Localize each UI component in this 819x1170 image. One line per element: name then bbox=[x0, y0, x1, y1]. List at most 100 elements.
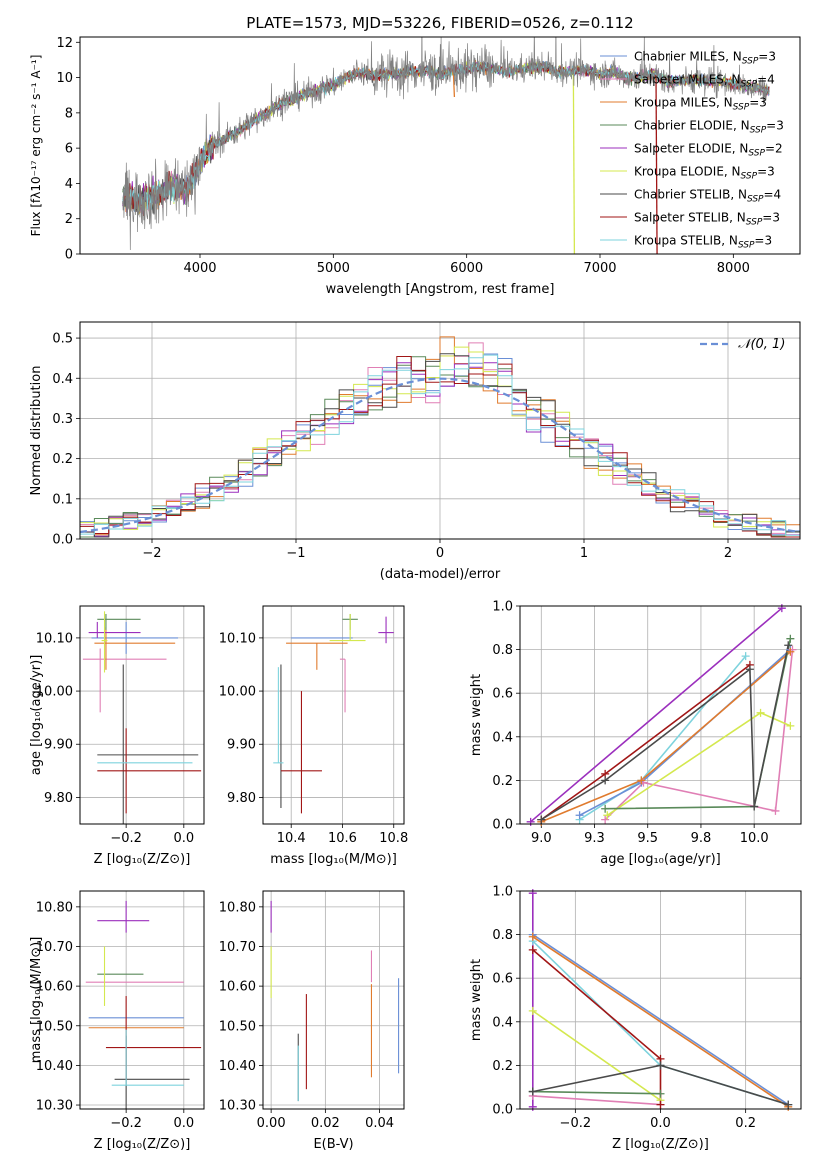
tick-label-y: 0.2 bbox=[492, 1059, 513, 1074]
tick-label-y: 0.4 bbox=[52, 372, 73, 387]
weight-marker-chabrier_miles bbox=[575, 811, 584, 820]
legend-entry-normal: 𝒩(0, 1) bbox=[738, 337, 785, 352]
tick-label-x: 1 bbox=[580, 546, 588, 561]
tick-label-x: 2 bbox=[724, 546, 732, 561]
tick-label-y: 0.8 bbox=[492, 928, 513, 943]
weight-line-chabrier_miles bbox=[532, 933, 789, 1106]
plot-area bbox=[270, 900, 400, 1102]
tick-label-y: 12 bbox=[56, 36, 73, 51]
axis-label-y: age [log₁₀(age/yr)] bbox=[29, 655, 44, 776]
tick-label-y: 10.00 bbox=[219, 685, 256, 700]
tick-label-x: 0.00 bbox=[257, 1116, 286, 1131]
tick-label-x: 10.8 bbox=[379, 831, 408, 846]
weight-marker-chabrier_stelib bbox=[745, 665, 754, 674]
tick-label-y: 9.90 bbox=[227, 738, 256, 753]
weight-marker-chabrier_stelib bbox=[750, 802, 759, 811]
legend-entry-chabrier_stelib: Chabrier STELIB, NSSP=4 bbox=[634, 188, 781, 205]
axis-label-x: (data-model)/error bbox=[380, 567, 501, 582]
weight-marker-kroupa_elodie bbox=[786, 721, 795, 730]
axes-frame bbox=[519, 890, 802, 1110]
panel-residual_histogram: −2 −1 0 1 2 0.0 0.1 0.2 0.3 0.4 0.5 (data-model)/er… bbox=[29, 321, 801, 582]
tick-label-y: 0.4 bbox=[492, 730, 513, 745]
weight-line-salpeter_stelib bbox=[540, 664, 751, 821]
tick-label-y: 1.0 bbox=[492, 600, 513, 615]
tick-label-y: 10.70 bbox=[219, 940, 256, 955]
tick-label-x: 0.0 bbox=[173, 1116, 194, 1131]
tick-label-y: 10.80 bbox=[36, 900, 73, 915]
tick-label-y: 0.0 bbox=[492, 818, 513, 833]
legend-entry-kroupa_stelib: Kroupa STELIB, NSSP=3 bbox=[634, 234, 772, 251]
tick-label-y: 1.0 bbox=[492, 885, 513, 900]
tick-label-y: 10.70 bbox=[36, 940, 73, 955]
tick-label-y: 0 bbox=[65, 248, 73, 263]
axis-label-x: E(B-V) bbox=[313, 1137, 353, 1152]
tick-label-x: 6000 bbox=[450, 261, 483, 276]
tick-label-y: 10.10 bbox=[219, 631, 256, 646]
tick-label-y: 0.1 bbox=[52, 492, 73, 507]
plot-area bbox=[85, 900, 202, 1109]
tick-label-y: 0.8 bbox=[492, 643, 513, 658]
legend: Chabrier MILES, NSSP=3 Salpeter MILES, NS… bbox=[600, 50, 784, 251]
weight-marker-kroupa_miles bbox=[528, 932, 537, 941]
panel-mass_vs_metallicity: −0.2 0.0 10.30 10.40 10.50 10.60 10.70 10.80 Z [… bbox=[29, 890, 205, 1152]
tick-label-x: −0.2 bbox=[560, 1116, 592, 1131]
weight-line-salpeter_elodie bbox=[530, 607, 783, 823]
weight-marker-kroupa_miles bbox=[637, 776, 646, 785]
tick-label-x: 9.8 bbox=[691, 831, 712, 846]
tick-label-x: 9.0 bbox=[531, 831, 552, 846]
tick-label-y: 2 bbox=[65, 212, 73, 227]
tick-label-y: 0.0 bbox=[492, 1103, 513, 1118]
axis-label-y: Normed distribution bbox=[29, 366, 44, 496]
tick-label-y: 0.0 bbox=[52, 533, 73, 548]
tick-label-y: 10.50 bbox=[36, 1019, 73, 1034]
tick-label-y: 0.5 bbox=[52, 332, 73, 347]
tick-label-x: 9.3 bbox=[584, 831, 605, 846]
tick-label-y: 4 bbox=[65, 177, 73, 192]
tick-label-x: −0.2 bbox=[110, 831, 142, 846]
weight-line-kroupa_elodie bbox=[532, 1010, 661, 1101]
weight-marker-chabrier_elodie bbox=[786, 634, 795, 643]
tick-label-y: 10.60 bbox=[36, 980, 73, 995]
model-dip-kroupa_elodie bbox=[572, 70, 576, 254]
axes-frame bbox=[262, 890, 405, 1110]
legend-entry-kroupa_elodie: Kroupa ELODIE, NSSP=3 bbox=[634, 165, 775, 182]
weight-line-salpeter_miles bbox=[604, 649, 794, 821]
tick-label-x: 10.4 bbox=[277, 831, 306, 846]
weight-marker-salpeter_miles bbox=[771, 806, 780, 815]
axis-label-x: mass [log₁₀(M/M⊙)] bbox=[270, 852, 397, 867]
tick-label-y: 10 bbox=[56, 71, 73, 86]
tick-label-x: 8000 bbox=[717, 261, 750, 276]
tick-label-x: 0.2 bbox=[735, 1116, 756, 1131]
weight-line-chabrier_elodie bbox=[532, 1090, 661, 1095]
weight-line-salpeter_miles bbox=[532, 1095, 661, 1106]
weight-marker-chabrier_stelib bbox=[537, 815, 546, 824]
weight-line-kroupa_miles bbox=[532, 936, 789, 1108]
legend-entry-chabrier_elodie: Chabrier ELODIE, NSSP=3 bbox=[634, 119, 784, 136]
axis-label-x: Z [log₁₀(Z/Z⊙)] bbox=[94, 1137, 191, 1152]
plot-area bbox=[80, 336, 800, 538]
panels: 4000 5000 6000 7000 8000024681012wavelength … bbox=[29, 36, 802, 1152]
axes-frame bbox=[262, 605, 405, 825]
weight-marker-chabrier_elodie bbox=[601, 804, 610, 813]
tick-label-y: 10.50 bbox=[219, 1019, 256, 1034]
tick-label-y: 10.80 bbox=[219, 900, 256, 915]
tick-label-y: 10.10 bbox=[36, 631, 73, 646]
plot-area bbox=[273, 613, 394, 814]
weight-marker-salpeter_stelib bbox=[656, 1100, 665, 1109]
tick-label-x: −1 bbox=[286, 546, 305, 561]
tick-label-x: 0.04 bbox=[365, 1116, 394, 1131]
tick-label-y: 10.00 bbox=[36, 685, 73, 700]
axes-frame bbox=[79, 321, 801, 540]
panel-mass_vs_ebv: 0.00 0.02 0.04 10.30 10.40 10.50 10.60 10.70 10.… bbox=[219, 890, 405, 1152]
tick-label-x: −2 bbox=[142, 546, 161, 561]
panel-age_vs_metallicity: −0.2 0.0 9.80 9.90 10.00 10.10 Z [log₁₀(Z/Z⊙)]… bbox=[29, 605, 205, 867]
weight-marker-salpeter_stelib bbox=[528, 945, 537, 954]
tick-label-y: 8 bbox=[65, 106, 73, 121]
axes-frame bbox=[79, 36, 801, 255]
legend-entry-salpeter_stelib: Salpeter STELIB, NSSP=3 bbox=[634, 211, 780, 228]
axis-label-x: age [log₁₀(age/yr)] bbox=[600, 852, 721, 867]
data-spectrum bbox=[122, 37, 770, 251]
tick-label-x: 10.0 bbox=[740, 831, 769, 846]
axes-frame bbox=[519, 605, 802, 825]
tick-label-x: 7000 bbox=[583, 261, 616, 276]
